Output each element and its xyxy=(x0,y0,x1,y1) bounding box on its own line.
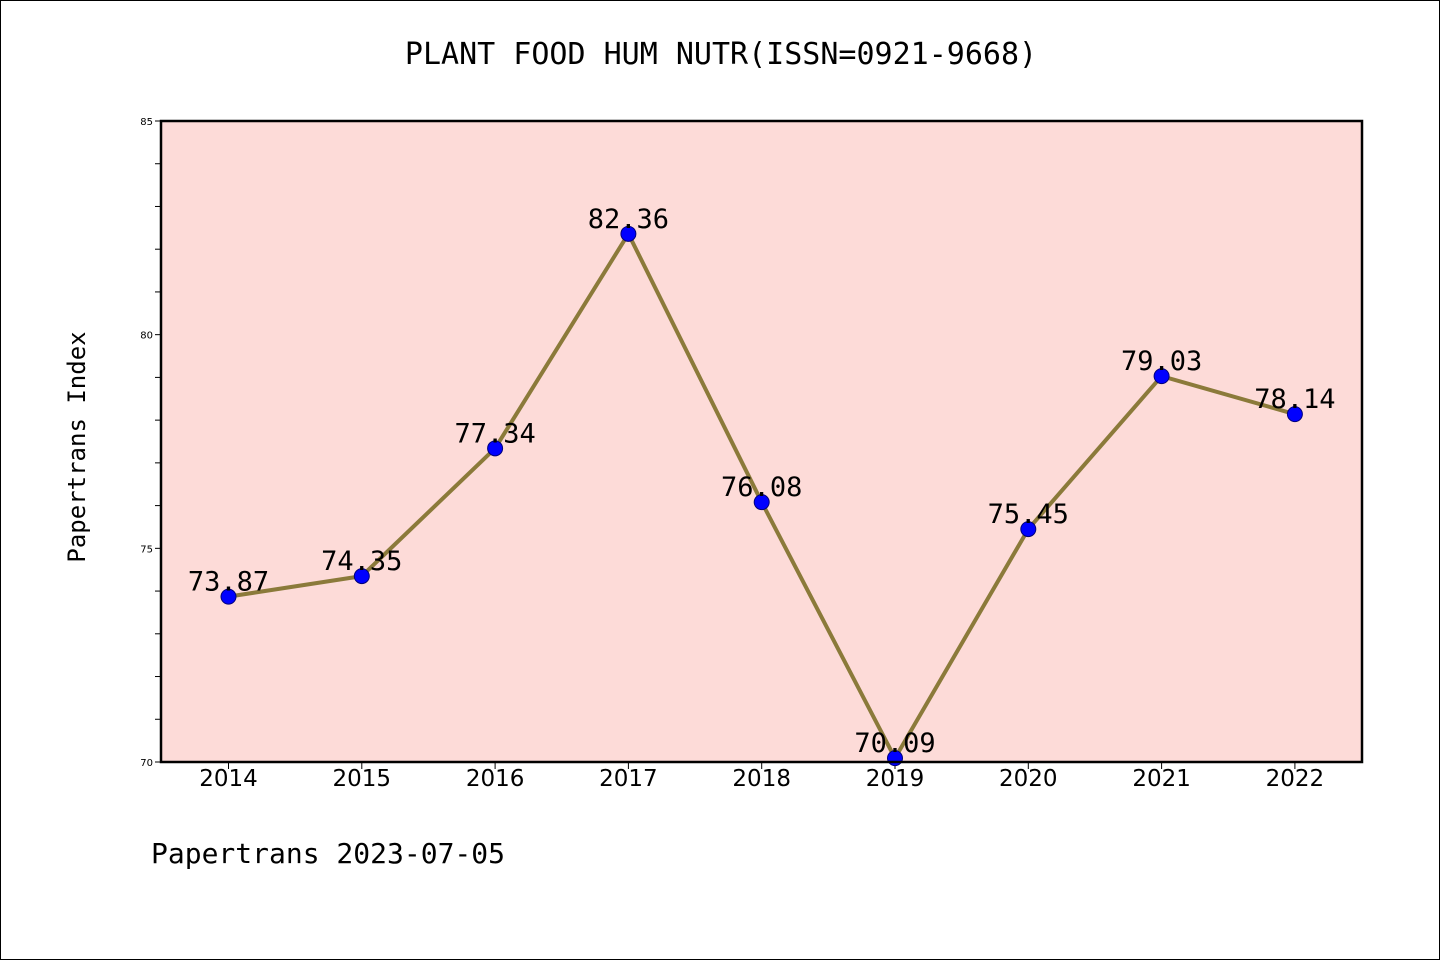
data-label: 82.36 xyxy=(588,204,669,235)
x-tick-label: 2018 xyxy=(732,766,791,792)
y-tick-label: 85 xyxy=(140,117,153,128)
data-point xyxy=(220,588,237,605)
x-tick-label: 2017 xyxy=(599,766,658,792)
y-tick-label: 70 xyxy=(140,758,153,769)
plot-border xyxy=(159,119,1364,764)
data-point xyxy=(1286,406,1303,423)
data-label: 75.45 xyxy=(988,499,1069,530)
y-axis-ticks: 70 75 80 85 xyxy=(140,117,161,769)
data-markers xyxy=(220,225,1303,767)
x-tick-label: 2020 xyxy=(999,766,1058,792)
data-point xyxy=(487,440,504,457)
data-label: 77.34 xyxy=(454,418,535,449)
x-tick-label: 2014 xyxy=(199,766,258,792)
y-tick-label: 75 xyxy=(140,544,153,555)
data-point xyxy=(353,568,370,585)
y-tick-label: 80 xyxy=(140,331,153,342)
data-point xyxy=(753,494,770,511)
x-tick-label: 2019 xyxy=(866,766,925,792)
x-tick-label: 2021 xyxy=(1132,766,1191,792)
footer-note: Papertrans 2023-07-05 xyxy=(151,837,506,870)
data-label: 73.87 xyxy=(188,567,269,598)
x-tick-label: 2022 xyxy=(1266,766,1325,792)
x-axis-ticks: 2014 2015 2016 2017 2018 2019 2020 2021 2022 xyxy=(199,762,1324,792)
data-label: 74.35 xyxy=(321,546,402,577)
data-point xyxy=(1020,521,1037,538)
data-label: 70.09 xyxy=(854,728,935,759)
x-tick-label: 2016 xyxy=(466,766,525,792)
data-label: 79.03 xyxy=(1121,346,1202,377)
plot-area xyxy=(161,121,1362,762)
data-point xyxy=(1153,368,1170,385)
chart-title: PLANT FOOD HUM NUTR(ISSN=0921-9668) xyxy=(404,37,1038,72)
x-tick-label: 2015 xyxy=(333,766,392,792)
data-label: 78.14 xyxy=(1254,384,1335,415)
data-label: 76.08 xyxy=(721,472,802,503)
data-point xyxy=(620,225,637,242)
data-labels: 73.87 74.35 77.34 82.36 76.08 70.09 75.45 79.03… xyxy=(188,204,1336,759)
